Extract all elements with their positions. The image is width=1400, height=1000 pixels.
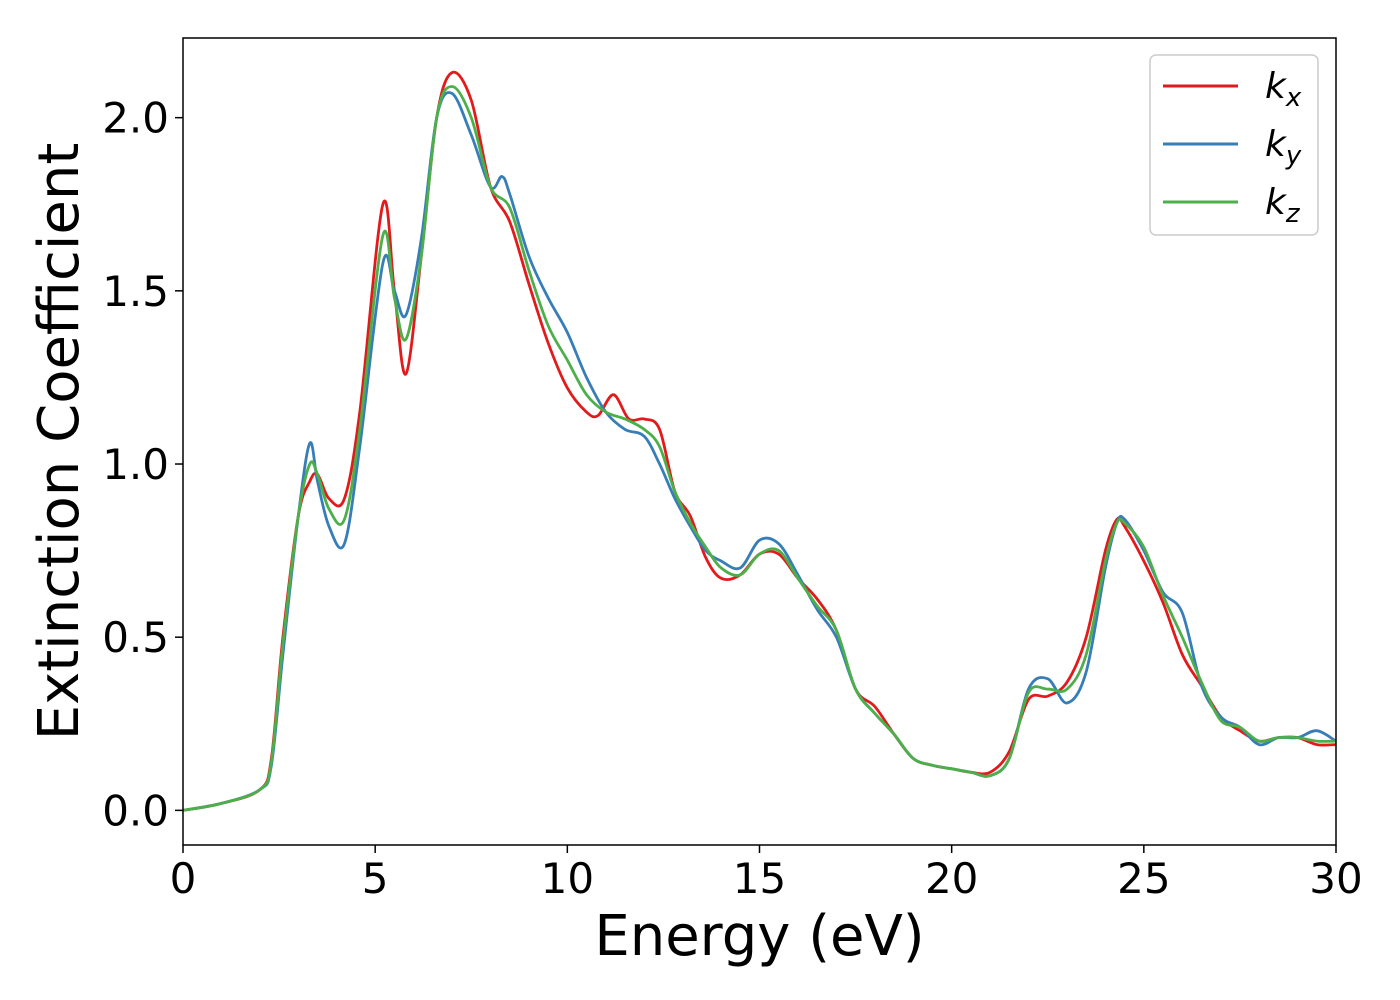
- legend: kx ky kz: [1149, 54, 1319, 236]
- x-tick-label: 15: [733, 854, 786, 903]
- y-tick-label: 2.0: [102, 94, 169, 143]
- y-tick-label: 0.5: [102, 613, 169, 662]
- x-axis: 0 5 10 15 20 25 30: [170, 845, 1363, 903]
- y-tick-label: 1.5: [102, 267, 169, 316]
- x-tick-label: 10: [541, 854, 594, 903]
- y-axis-label: Extinction Coefficient: [27, 143, 92, 741]
- x-axis-label: Energy (eV): [594, 904, 924, 969]
- series-line-kz: [183, 85, 1336, 812]
- x-tick-label: 30: [1309, 854, 1362, 903]
- x-tick-label: 25: [1117, 854, 1170, 903]
- plot-lines: [183, 70, 1336, 812]
- x-tick-label: 20: [925, 854, 978, 903]
- y-axis: 0.0 0.5 1.0 1.5 2.0: [102, 94, 183, 835]
- x-tick-label: 5: [362, 854, 389, 903]
- x-tick-label: 0: [170, 854, 197, 903]
- legend-label-kz: kz: [1265, 182, 1301, 229]
- y-tick-label: 0.0: [102, 786, 169, 835]
- y-tick-label: 1.0: [102, 440, 169, 489]
- legend-label-ky: ky: [1265, 124, 1302, 171]
- legend-label-kx: kx: [1265, 66, 1302, 113]
